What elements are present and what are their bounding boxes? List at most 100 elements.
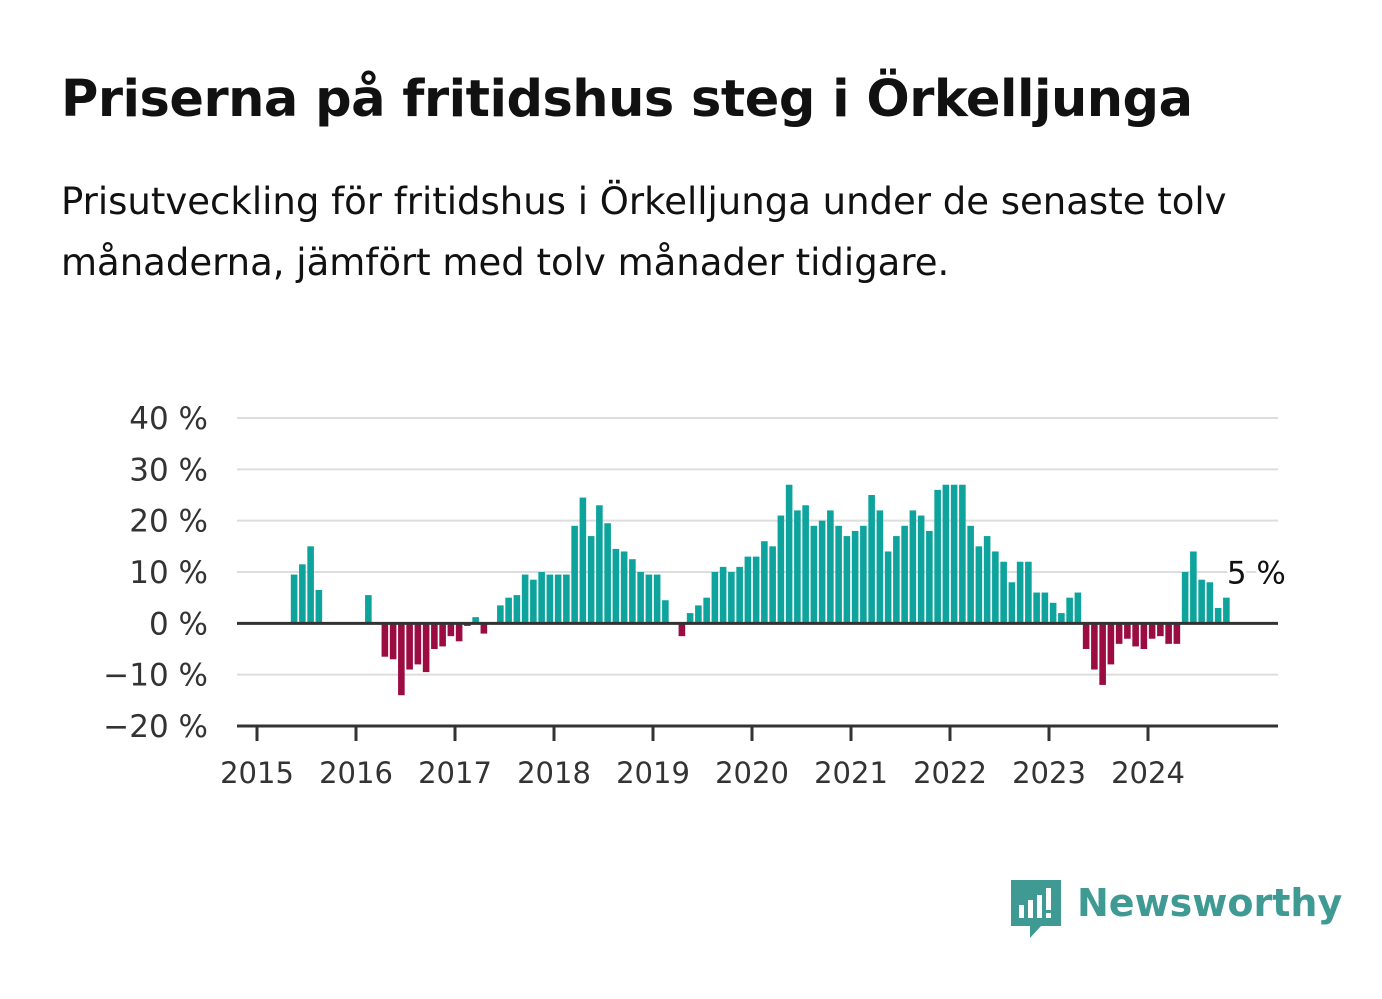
- bar: [744, 556, 752, 624]
- bar: [1082, 623, 1090, 649]
- bar: [950, 484, 958, 624]
- bar: [1181, 572, 1189, 624]
- bar: [604, 523, 611, 624]
- bar: [546, 574, 554, 624]
- bars: [290, 484, 1230, 696]
- bar: [835, 525, 842, 624]
- bar: [884, 551, 892, 624]
- bar: [1025, 561, 1032, 624]
- bar: [554, 574, 562, 624]
- bar: [917, 515, 925, 624]
- bar: [389, 623, 397, 660]
- last-value-label: 5 %: [1227, 556, 1286, 592]
- x-tick-label: 2022: [913, 756, 987, 790]
- bar: [480, 623, 488, 634]
- x-tick-label: 2021: [814, 756, 888, 790]
- bar: [406, 623, 413, 670]
- bar: [381, 623, 389, 657]
- bar: [1214, 607, 1222, 624]
- x-tick-label: 2018: [517, 756, 591, 790]
- bar: [653, 574, 661, 624]
- bar: [571, 525, 578, 624]
- bar: [497, 605, 504, 624]
- bar: [769, 546, 776, 624]
- bar: [860, 525, 867, 624]
- bar: [901, 525, 908, 624]
- bar: [1000, 561, 1007, 624]
- bar: [307, 546, 314, 624]
- bar: [926, 530, 933, 624]
- bar: [620, 551, 628, 624]
- y-tick-label: −10 %: [103, 658, 208, 694]
- bar: [975, 546, 983, 624]
- bar: [1157, 623, 1164, 637]
- bar: [802, 505, 809, 624]
- bar: [868, 495, 875, 624]
- y-tick-label: −20 %: [103, 709, 208, 745]
- bar: [1016, 561, 1024, 624]
- bar: [992, 551, 999, 624]
- bar: [1190, 551, 1197, 624]
- bar: [909, 510, 917, 624]
- bar: [1206, 582, 1214, 624]
- bar: [521, 574, 529, 624]
- bar: [1033, 592, 1040, 624]
- bar: [398, 623, 405, 696]
- bar: [1115, 623, 1123, 644]
- bar: [455, 623, 463, 642]
- brand-name: Newsworthy: [1077, 881, 1343, 925]
- chart-subtitle: Prisutveckling för fritidshus i Örkellju…: [61, 180, 1227, 284]
- bar: [719, 566, 727, 624]
- y-tick-label: 30 %: [129, 452, 208, 488]
- bar: [686, 613, 694, 624]
- bar: [827, 510, 834, 624]
- bar: [505, 597, 512, 624]
- x-axis-labels: 2015 2016 2017 2018 2019 2020 2021 2022 2023 2024: [220, 756, 1185, 790]
- bar: [422, 623, 430, 673]
- bar: [645, 574, 653, 624]
- bar: [365, 595, 372, 624]
- bar: [637, 572, 644, 624]
- chat-bar-chart-icon: [1011, 880, 1061, 938]
- bar: [439, 623, 446, 647]
- axes: [237, 621, 1278, 741]
- bar: [579, 497, 587, 624]
- bar: [563, 574, 570, 624]
- bar: [629, 559, 636, 624]
- bar: [662, 600, 669, 624]
- bar: [785, 484, 793, 624]
- bar: [959, 484, 966, 624]
- bar: [1058, 613, 1065, 624]
- y-axis-labels: 40 % 30 % 20 % 10 % 0 % −10 % −20 %: [103, 401, 208, 745]
- bar: [728, 572, 735, 624]
- bar: [1008, 582, 1016, 624]
- bar: [513, 595, 521, 624]
- x-tick-label: 2019: [616, 756, 690, 790]
- bar: [695, 605, 702, 624]
- chart-title: Priserna på fritidshus steg i Örkelljung…: [61, 70, 1193, 129]
- x-tick-label: 2017: [418, 756, 492, 790]
- bar: [810, 525, 818, 624]
- bar: [1099, 623, 1106, 685]
- bar: [851, 530, 859, 624]
- bar: [876, 510, 884, 624]
- bar: [934, 489, 941, 624]
- bar: [1173, 623, 1181, 644]
- data-labels: 5 %: [1224, 553, 1289, 595]
- bar: [761, 541, 768, 624]
- bar: [431, 623, 438, 649]
- bar: [1223, 597, 1230, 624]
- bar: [942, 484, 950, 624]
- bar: [1198, 579, 1205, 624]
- bar: [1148, 623, 1156, 639]
- bar: [612, 548, 620, 624]
- bar: [414, 623, 422, 665]
- x-tick-label: 2020: [715, 756, 789, 790]
- bar: [1049, 602, 1057, 624]
- x-tick-label: 2015: [220, 756, 294, 790]
- bar: [1074, 592, 1082, 624]
- bar: [777, 515, 785, 624]
- bar: [1165, 623, 1172, 644]
- bar: [1140, 623, 1148, 649]
- bar: [315, 589, 323, 624]
